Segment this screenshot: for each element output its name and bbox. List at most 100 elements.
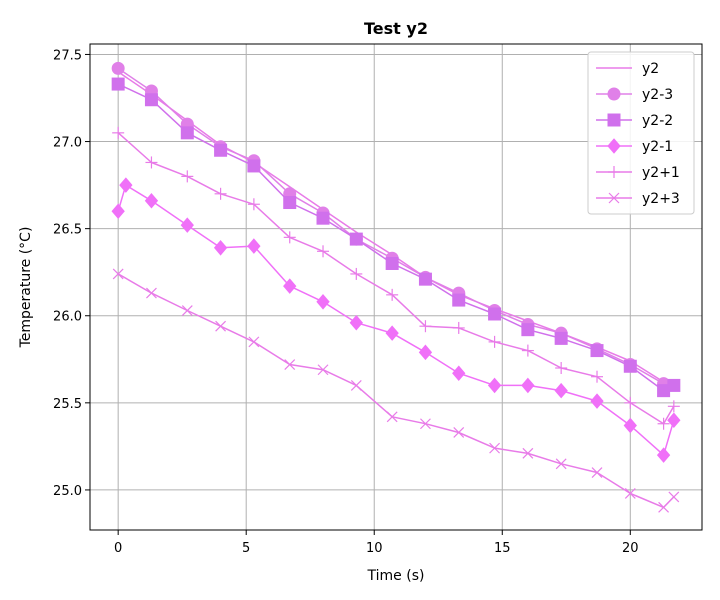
marker-x-b [284,359,296,370]
marker-x-b [420,418,431,430]
marker-x-b [317,364,329,376]
data-point-y2-2 [316,211,330,225]
data-point-y2+1 [350,267,363,280]
data-point-y2-1 [144,193,159,209]
data-point-y2-2 [488,307,502,321]
data-point-y2-1 [316,294,330,310]
marker-x-b [248,336,260,348]
data-point-y2-2 [349,232,363,246]
marker-x-b [112,268,124,280]
legend-label: y2-1 [642,139,673,155]
data-point-y2+3 [386,411,398,423]
data-point-y2-2 [667,378,681,392]
data-point-y2+3 [668,491,680,503]
series-line-y2+3 [117,273,675,509]
data-point-y2+1 [488,335,501,348]
marker-x-b [555,458,567,470]
data-point-y2+1 [667,400,680,413]
data-point-y2+1 [452,321,465,334]
data-point-y2+3 [453,427,465,438]
marker-x-b [608,192,620,204]
legend-item: y2+3 [596,191,680,207]
data-point-y2-3 [111,61,125,75]
series-y2+1 [112,126,680,430]
data-point-y2-1 [180,217,194,233]
data-point-y2+3 [591,467,603,478]
legend-item: y2+1 [596,165,680,181]
chart-title: Test y2 [364,19,428,38]
legend-item: y2 [596,61,659,77]
legend-item: y2-2 [596,113,673,129]
data-point-y2-2 [180,126,194,140]
series-y2-1 [111,177,681,463]
data-point-y2-2 [554,331,568,345]
data-point-y2+3 [317,364,329,376]
data-point-y2-2 [452,293,466,307]
data-point-y2-1 [452,365,466,381]
data-point-y2-1 [247,238,261,254]
data-point-y2-2 [247,159,261,173]
y-tick-label: 27.0 [53,136,82,151]
data-point-y2-2 [418,272,432,286]
legend-item: y2-1 [596,138,673,155]
data-point-y2+3 [350,379,362,391]
legend-box [587,51,695,215]
data-point-y2-2 [385,256,399,270]
y-tick-label: 26.5 [53,223,82,238]
data-point-y2+1 [283,231,296,244]
data-point-y2-1 [111,203,125,219]
marker-x-b [215,320,227,332]
data-point-y2-2 [521,323,535,337]
legend-label: y2+1 [642,165,680,181]
data-point-y2+1 [521,344,534,357]
marker-x-b [522,447,534,459]
x-tick-label: 0 [114,541,122,556]
data-point-y2+3 [248,336,260,348]
data-point-y2+1 [247,198,260,211]
data-point-y2-2 [111,77,125,91]
plot-frame [89,43,703,531]
x-tick-label: 15 [494,541,511,556]
data-point-y2+1 [419,320,432,333]
y-axis-label: Temperature (°C) [18,227,34,349]
data-point-y2+3 [215,320,227,332]
legend-label: y2-2 [642,113,673,129]
data-point-y2-1 [487,377,502,394]
ticks: 0 5 10 15 20 25.0 25.5 26.0 26.5 27.0 27.5 [53,48,639,556]
legend-item: y2-3 [596,87,673,103]
data-point-y2-1 [213,240,228,256]
legend-label: y2+3 [642,191,680,207]
data-point-y2-2 [283,196,297,210]
marker-plus [608,166,620,178]
data-point-y2+1 [214,187,227,200]
data-point-y2+3 [555,458,567,470]
marker-x-b [146,287,157,299]
data-point-y2-1 [119,177,133,193]
x-axis-label: Time (s) [367,568,425,584]
marker-x [608,192,620,204]
marker-x-b [453,427,465,438]
legend-label: y2-3 [642,87,673,103]
x-tick-label: 10 [366,541,383,556]
legend: y2 y2-3 y2-2 y2-1 y2+1 y2+3 [587,51,695,215]
data-point-y2-1 [385,325,399,341]
marker-circle [607,87,621,101]
data-point-y2-1 [554,382,568,399]
data-point-y2+1 [145,156,158,169]
series-y2+3 [112,268,680,513]
data-point-y2-1 [623,417,637,434]
data-point-y2-1 [418,344,433,361]
marker-x-b [489,442,501,454]
data-point-y2+3 [112,268,124,280]
marker-x-b [386,411,398,423]
data-point-y2+1 [112,126,125,139]
y-tick-label: 25.5 [53,397,82,412]
series-line-y2+1 [117,132,675,425]
data-point-y2+1 [555,362,568,374]
legend-label: y2 [642,61,659,77]
x-tick-label: 5 [242,541,250,556]
data-point-y2+1 [591,370,604,383]
x-tick-label: 20 [622,541,639,556]
data-point-y2-1 [590,393,604,409]
